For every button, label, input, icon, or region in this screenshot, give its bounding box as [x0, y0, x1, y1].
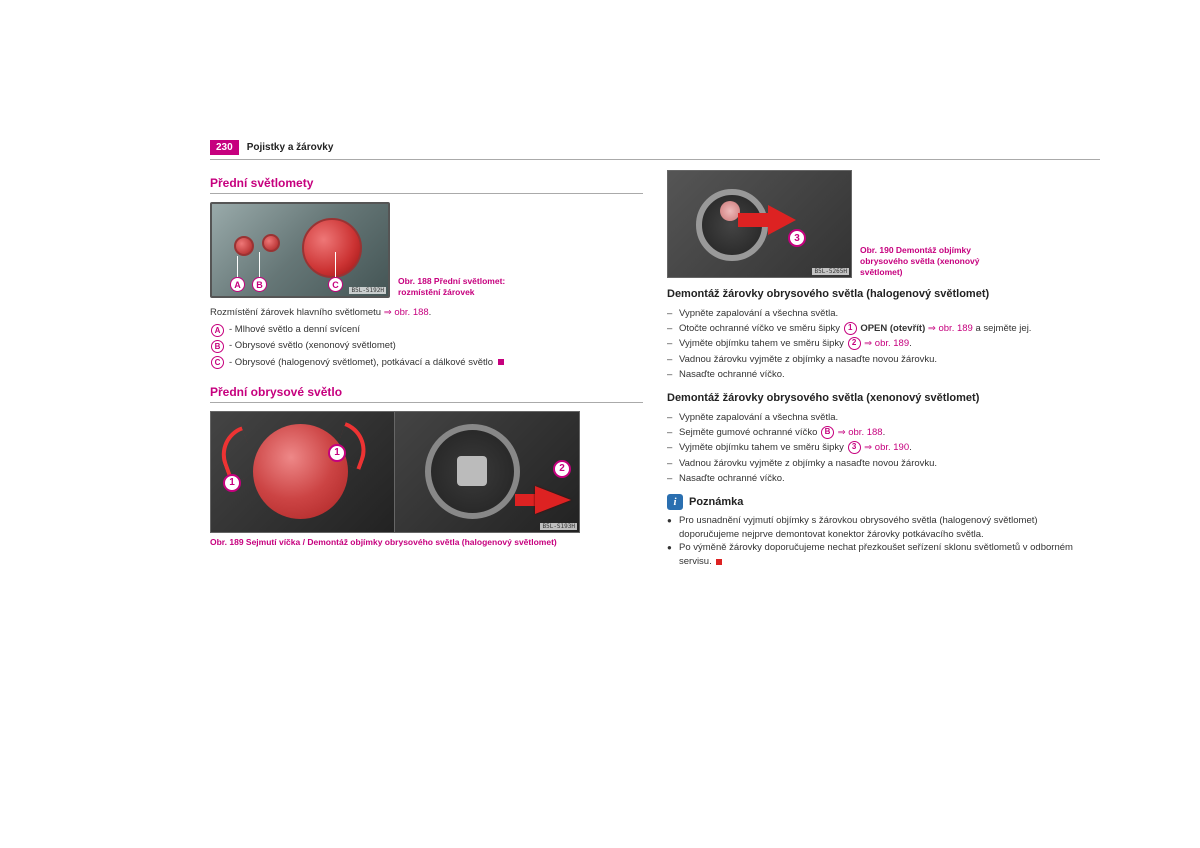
right-column: 3 B5L-5265H Obr. 190 Demontáž objímky ob… — [667, 170, 1100, 571]
figure-189-image: 1 1 2 B5L-S193H — [210, 411, 580, 533]
circle-a-icon: A — [211, 324, 224, 337]
heading-front-headlights: Přední světlomety — [210, 176, 643, 194]
step-a2-t1: Otočte ochranné víčko ve směru šipky — [679, 323, 843, 334]
arrow-head-icon — [535, 486, 571, 514]
note-1: Pro usnadnění vyjmutí objímky s žárovkou… — [667, 514, 1100, 542]
step-a5: Nasaďte ochranné víčko. — [667, 367, 1100, 382]
end-square-icon — [498, 359, 504, 365]
lens-b — [262, 234, 280, 252]
step-b2: Sejměte gumové ochranné víčko B ⇒ obr. 1… — [667, 425, 1100, 440]
section-title: Pojistky a žárovky — [247, 142, 334, 153]
label-3: 3 — [788, 229, 806, 247]
circle-B-icon: B — [821, 426, 834, 439]
steps-xenon: Vypněte zapalování a všechna světla. Sej… — [667, 410, 1100, 486]
legend-b-text: - Obrysové světlo (xenonový světlomet) — [229, 338, 396, 354]
step-a2-ref: ⇒ obr. 189 — [928, 323, 973, 334]
step-a2-bold: OPEN (otevřít) — [858, 323, 928, 334]
step-b3: Vyjměte objímku tahem ve směru šipky 3 ⇒… — [667, 440, 1100, 455]
figure-189-caption: Obr. 189 Sejmutí víčka / Demontáž objímk… — [210, 537, 643, 548]
label-1b: 1 — [328, 444, 346, 462]
cap-shape — [253, 424, 348, 519]
intro-text: Rozmístění žárovek hlavního světlometu ⇒… — [210, 306, 643, 320]
figure-190-image: 3 B5L-5265H — [667, 170, 852, 278]
note-2: Po výměně žárovky doporučujeme nechat př… — [667, 541, 1100, 569]
image-code-188: B5L-S192H — [349, 287, 386, 294]
circle-c-icon: C — [211, 356, 224, 369]
circle-3-icon: 3 — [848, 441, 861, 454]
label-c: C — [328, 277, 343, 292]
legend-a-text: - Mlhové světlo a denní svícení — [229, 322, 360, 338]
heading-front-position-light: Přední obrysové světlo — [210, 385, 643, 403]
step-a1: Vypněte zapalování a všechna světla. — [667, 306, 1100, 321]
step-a2-t2: a sejměte jej. — [973, 323, 1032, 334]
figure-188-caption: Obr. 188 Přední světlomet: rozmístění žá… — [398, 276, 538, 298]
figure-189-left-panel: 1 1 — [211, 412, 395, 532]
step-b3-ref: ⇒ obr. 190 — [862, 442, 910, 453]
heading-halogen: Demontáž žárovky obrysového světla (halo… — [667, 288, 1100, 300]
info-icon: i — [667, 494, 683, 510]
leadline-b — [259, 252, 260, 280]
step-b2-t1: Sejměte gumové ochranné víčko — [679, 427, 820, 438]
step-b5: Nasaďte ochranné víčko. — [667, 471, 1100, 486]
note-label: Poznámka — [689, 496, 743, 508]
intro-body: Rozmístění žárovek hlavního světlometu — [210, 307, 381, 318]
step-b2-ref: ⇒ obr. 188 — [835, 427, 883, 438]
page-number: 230 — [210, 140, 239, 155]
socket-center — [457, 456, 487, 486]
intro-ref: ⇒ obr. 188 — [384, 307, 429, 318]
heading-xenon: Demontáž žárovky obrysového světla (xeno… — [667, 392, 1100, 404]
image-code-189: B5L-S193H — [540, 523, 577, 530]
figure-190-row: 3 B5L-5265H Obr. 190 Demontáž objímky ob… — [667, 170, 1100, 278]
label-b: B — [252, 277, 267, 292]
leadline-c — [335, 252, 336, 280]
step-b1: Vypněte zapalování a všechna světla. — [667, 410, 1100, 425]
note-list: Pro usnadnění vyjmutí objímky s žárovkou… — [667, 514, 1100, 569]
legend-c: C - Obrysové (halogenový světlomet), pot… — [210, 355, 643, 371]
figure-190-caption: Obr. 190 Demontáž objímky obrysového svě… — [860, 245, 1000, 278]
step-a3: Vyjměte objímku tahem ve směru šipky 2 ⇒… — [667, 336, 1100, 351]
step-a3-t1: Vyjměte objímku tahem ve směru šipky — [679, 338, 847, 349]
steps-halogen: Vypněte zapalování a všechna světla. Oto… — [667, 306, 1100, 382]
lens-a — [234, 236, 254, 256]
label-2: 2 — [553, 460, 571, 478]
note-header: i Poznámka — [667, 494, 1100, 510]
legend-c-text: - Obrysové (halogenový světlomet), potká… — [229, 355, 504, 371]
step-b3-t1: Vyjměte objímku tahem ve směru šipky — [679, 442, 847, 453]
figure-188-image: A B C B5L-S192H — [210, 202, 390, 298]
label-a: A — [230, 277, 245, 292]
circle-1-icon: 1 — [844, 322, 857, 335]
plug-shape — [720, 201, 740, 221]
step-a4: Vadnou žárovku vyjměte z objímky a nasaď… — [667, 352, 1100, 367]
legend-a: A - Mlhové světlo a denní svícení — [210, 322, 643, 338]
legend-c-body: - Obrysové (halogenový světlomet), potká… — [229, 357, 496, 368]
legend-b: B - Obrysové světlo (xenonový světlomet) — [210, 338, 643, 354]
step-a2: Otočte ochranné víčko ve směru šipky 1 O… — [667, 321, 1100, 336]
step-b4: Vadnou žárovku vyjměte z objímky a nasaď… — [667, 456, 1100, 471]
step-a3-ref: ⇒ obr. 189 — [862, 338, 910, 349]
image-code-190: B5L-5265H — [812, 268, 849, 275]
note-2-text: Po výměně žárovky doporučujeme nechat př… — [679, 542, 1073, 567]
lens-c — [302, 218, 362, 278]
figure-188-row: A B C B5L-S192H Obr. 188 Přední světlome… — [210, 202, 643, 298]
circle-2-icon: 2 — [848, 337, 861, 350]
left-column: Přední světlomety A B C B5L-S192H Obr. 1… — [210, 170, 643, 571]
figure-189-right-panel: 2 B5L-S193H — [395, 412, 579, 532]
label-1a: 1 — [223, 474, 241, 492]
end-square-red-icon — [716, 559, 722, 565]
two-column-layout: Přední světlomety A B C B5L-S192H Obr. 1… — [210, 170, 1100, 571]
circle-b-icon: B — [211, 340, 224, 353]
page-header: 230 Pojistky a žárovky — [210, 140, 1100, 155]
header-rule — [210, 159, 1100, 160]
